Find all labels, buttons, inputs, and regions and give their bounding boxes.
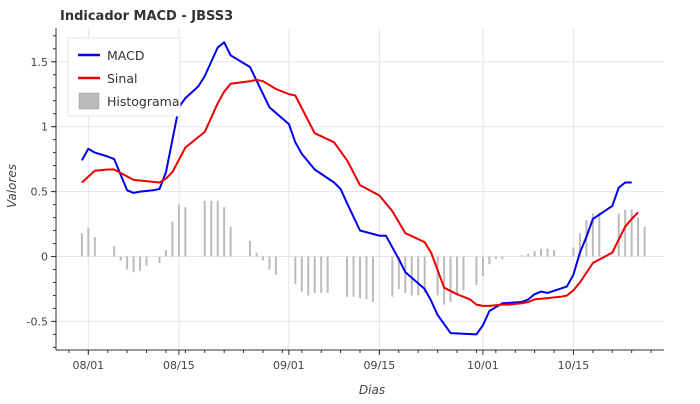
x-tick-label: 08/15 [163, 359, 195, 372]
y-tick-label: -0.5 [27, 315, 48, 328]
x-tick-label: 09/15 [364, 359, 396, 372]
legend: MACD Sinal Histograma [67, 37, 181, 117]
y-axis-label: Valores [5, 164, 19, 208]
legend-label: Histograma [107, 94, 180, 109]
chart-title: Indicador MACD - JBSS3 [60, 9, 233, 24]
y-tick-label: 0 [41, 251, 48, 264]
x-tick-label: 10/15 [558, 359, 590, 372]
x-axis-label: Dias [359, 383, 385, 397]
sinal-line [81, 78, 639, 307]
legend-label: MACD [107, 48, 144, 63]
y-tick-label: 0.5 [31, 186, 49, 199]
macd-line [81, 41, 632, 336]
x-tick-label: 09/01 [273, 359, 305, 372]
y-tick-label: 1.5 [31, 56, 49, 69]
legend-swatch-histograma [78, 92, 100, 110]
x-tick-label: 08/01 [72, 359, 104, 372]
x-tick-label: 10/01 [467, 359, 499, 372]
y-tick-label: 1 [41, 121, 48, 134]
legend-label: Sinal [107, 71, 137, 86]
